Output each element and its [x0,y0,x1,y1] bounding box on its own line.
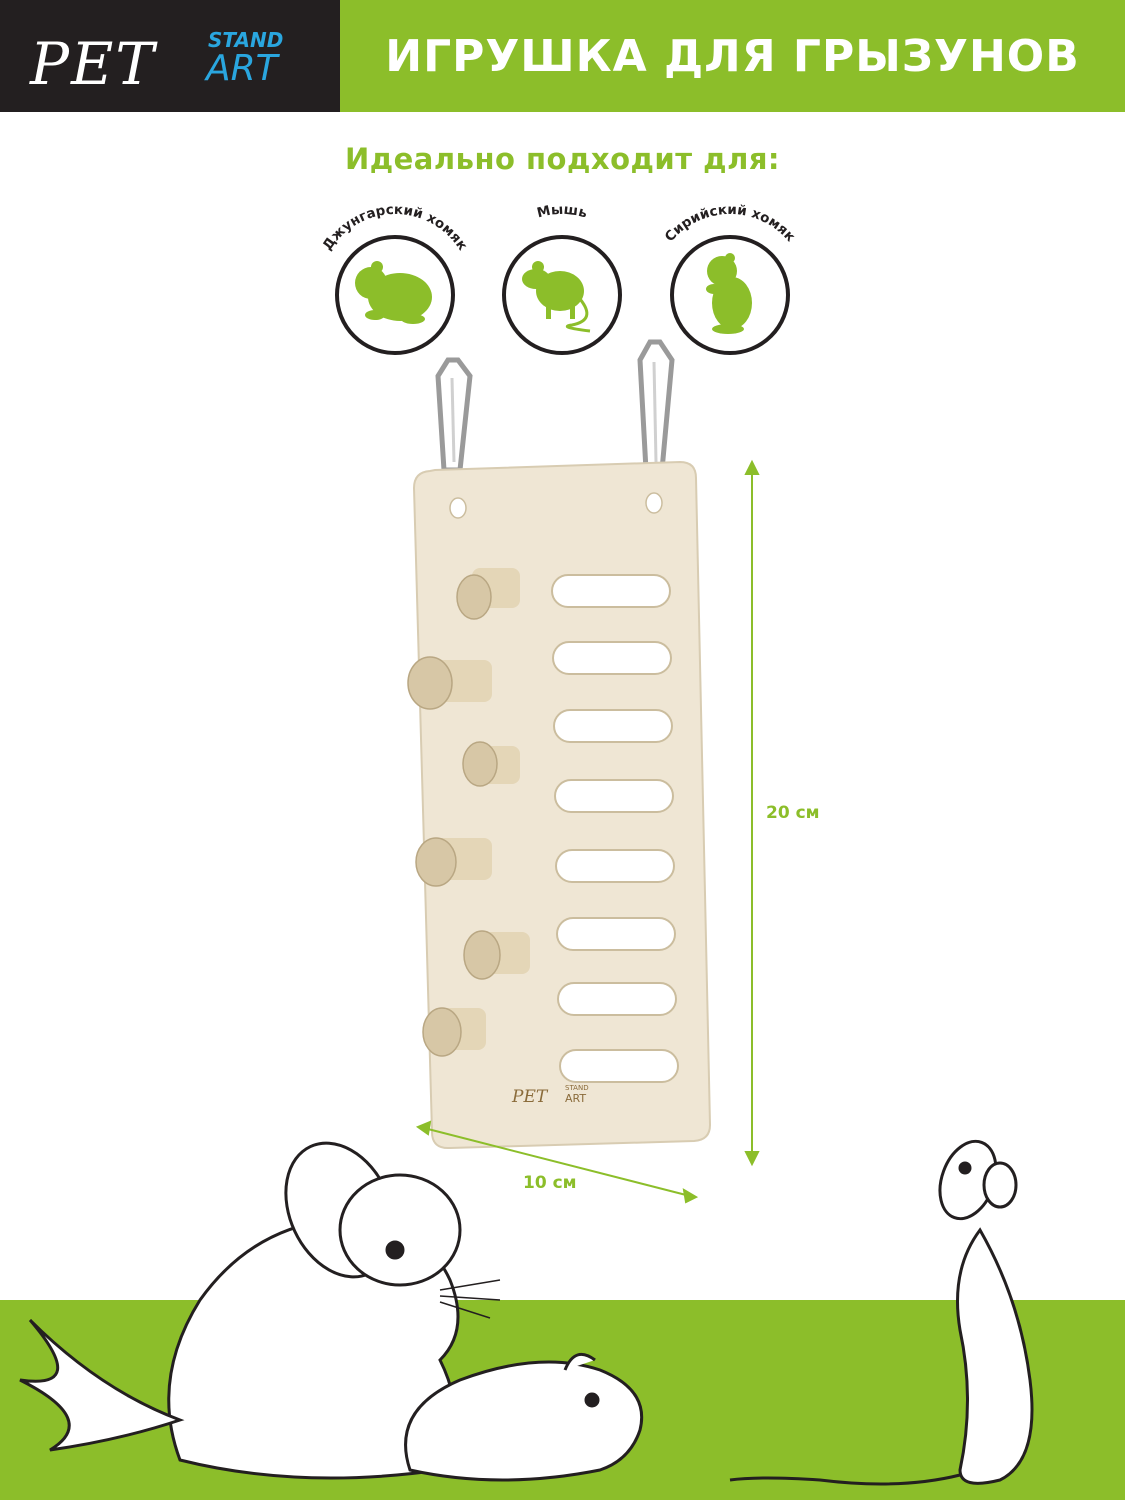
slot [554,779,674,813]
slot [557,982,677,1016]
slot [552,641,672,675]
guinea-pig-sketch [404,1352,644,1482]
slot [556,917,676,951]
logo-pet: PET [29,30,158,98]
width-arrow [415,1120,699,1204]
chinchilla-sketch [19,1141,501,1480]
page-title: ИГРУШКА ДЛЯ ГРЫЗУНОВ [385,30,1080,82]
peg [422,1007,486,1057]
hamster-icon [355,261,432,324]
height-arrow [744,459,760,1167]
height-label: 20 см [766,803,820,823]
engraving-stand: STAND [565,1084,589,1092]
slot [551,574,671,608]
peg [456,568,520,620]
title-bar: ИГРУШКА ДЛЯ ГРЫЗУНОВ [340,0,1125,112]
slot [553,709,673,743]
logo-art: ART [204,48,281,89]
badge-label-1: Мышь [535,202,589,222]
mouse-icon [522,261,591,333]
svg-text:Мышь: Мышь [535,202,589,222]
brand-logo: PET STAND ART [0,0,340,112]
engraved-logo: PET STAND ART [511,1084,589,1107]
engraving-art: ART [565,1092,586,1105]
wooden-pegs [407,568,530,1057]
slots [551,574,679,1083]
suitable-for-heading: Идеально подходит для: [344,142,781,176]
slot [559,1049,679,1083]
engraving-pet: PET [511,1087,549,1107]
peg [407,656,492,710]
header: PET STAND ART ИГРУШКА ДЛЯ ГРЫЗУНОВ [0,0,1125,112]
peg [463,930,530,980]
slot [555,849,675,883]
width-label: 10 см [523,1173,577,1193]
peg [462,741,520,787]
rat-sketch [729,1139,1034,1486]
standing-hamster-icon [706,253,752,334]
peg [415,837,492,887]
carabiner-right [637,339,675,473]
carabiner-left [435,357,473,473]
badge-mouse: Мышь [472,202,652,365]
logo-stand: STAND [208,28,283,52]
